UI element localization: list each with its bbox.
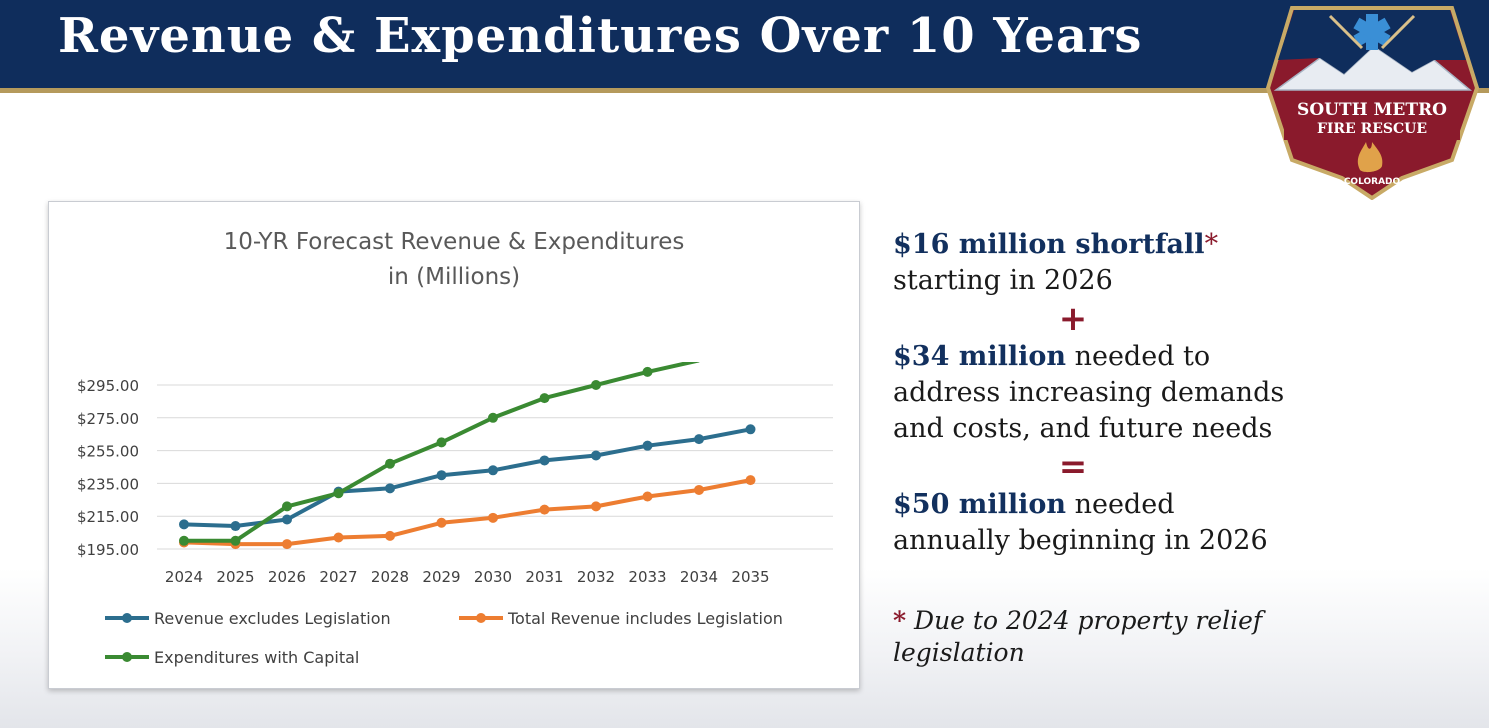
total-line: $50 million needed bbox=[893, 487, 1453, 523]
legend-label: Expenditures with Capital bbox=[154, 648, 359, 667]
chart-title: 10-YR Forecast Revenue & Expenditures bbox=[224, 229, 685, 255]
series-2-point bbox=[385, 530, 395, 541]
logo-text-line3: COLORADO bbox=[1344, 177, 1401, 187]
logo-banner bbox=[1284, 92, 1460, 140]
y-tick-label: $255.00 bbox=[77, 443, 139, 461]
total-amount: $50 million bbox=[893, 489, 1066, 520]
x-tick-label: 2031 bbox=[525, 568, 563, 586]
shortfall-line: $16 million shortfall* bbox=[893, 227, 1453, 263]
x-tick-label: 2029 bbox=[422, 568, 460, 586]
needs-text-1: needed to bbox=[1066, 341, 1211, 372]
x-tick-label: 2024 bbox=[165, 568, 203, 586]
y-tick-label: $235.00 bbox=[77, 475, 139, 493]
x-tick-label: 2033 bbox=[628, 568, 666, 586]
equals-sign: = bbox=[1058, 447, 1088, 487]
series-3-point bbox=[488, 412, 498, 423]
x-tick-label: 2026 bbox=[268, 568, 306, 586]
series-3-point bbox=[539, 393, 550, 404]
needs-text-3: and costs, and future needs bbox=[893, 413, 1273, 444]
needs-line: $34 million needed to bbox=[893, 339, 1453, 375]
series-3-point bbox=[179, 535, 189, 546]
x-tick-label: 2028 bbox=[371, 568, 409, 586]
series-1-point bbox=[179, 519, 189, 530]
x-tick-label: 2035 bbox=[731, 568, 769, 586]
page-title: Revenue & Expenditures Over 10 Years bbox=[58, 8, 1143, 64]
series-2-point bbox=[488, 512, 498, 523]
series-1-point bbox=[745, 424, 756, 435]
series-1-point bbox=[488, 465, 498, 476]
needs-text-2: address increasing demands bbox=[893, 377, 1285, 408]
series-3-point bbox=[282, 501, 292, 512]
series-2-point bbox=[694, 484, 704, 495]
axe-right-icon bbox=[1380, 14, 1416, 50]
logo-text-line1: SOUTH METRO bbox=[1297, 100, 1447, 120]
footnote-asterisk: * bbox=[893, 606, 907, 635]
shortfall-amount: $16 million shortfall bbox=[893, 229, 1205, 260]
series-1-point bbox=[694, 434, 704, 445]
axe-left-icon bbox=[1328, 14, 1364, 50]
series-2-point bbox=[333, 532, 344, 543]
legend-label: Total Revenue includes Legislation bbox=[507, 609, 783, 628]
shortfall-detail: starting in 2026 bbox=[893, 265, 1113, 296]
star-of-life-icon bbox=[1353, 14, 1391, 50]
series-2-point bbox=[282, 539, 292, 550]
series-1-point bbox=[539, 455, 550, 466]
series-3-point bbox=[230, 535, 241, 546]
flame-icon bbox=[1357, 142, 1383, 173]
series-1-point bbox=[230, 521, 241, 532]
series-line-2 bbox=[183, 478, 751, 547]
shortfall-asterisk: * bbox=[1204, 229, 1219, 260]
footnote-line2: legislation bbox=[893, 638, 1025, 667]
x-tick-label: 2027 bbox=[319, 568, 357, 586]
series-1-point bbox=[642, 440, 653, 451]
needs-amount: $34 million bbox=[893, 341, 1066, 372]
summary-panel: $16 million shortfall* starting in 2026 … bbox=[893, 227, 1453, 669]
series-2-point bbox=[539, 504, 550, 515]
legend-swatch-marker bbox=[122, 652, 132, 662]
footnote: * Due to 2024 property relief bbox=[893, 605, 1453, 637]
series-3-point bbox=[591, 380, 601, 390]
series-2-point bbox=[591, 501, 601, 512]
series-line-1 bbox=[183, 427, 751, 528]
series-1-point bbox=[436, 470, 447, 481]
y-tick-label: $275.00 bbox=[77, 410, 139, 428]
series-3-point bbox=[436, 437, 447, 448]
chart-card: 10-YR Forecast Revenue & Expenditures in… bbox=[48, 201, 860, 689]
series-2-point bbox=[436, 517, 447, 528]
legend-swatch-marker bbox=[476, 613, 486, 623]
total-text-2: annually beginning in 2026 bbox=[893, 525, 1268, 556]
series-3-point bbox=[333, 488, 344, 499]
logo-text-line2: FIRE RESCUE bbox=[1317, 121, 1427, 137]
y-tick-label: $215.00 bbox=[77, 508, 139, 526]
header-bar: Revenue & Expenditures Over 10 Years bbox=[0, 0, 1489, 93]
line-chart: 10-YR Forecast Revenue & Expenditures in… bbox=[77, 229, 833, 667]
series-1-point bbox=[282, 514, 292, 525]
series-1-point bbox=[591, 450, 601, 461]
legend-swatch-marker bbox=[122, 613, 132, 623]
series-3-point bbox=[642, 366, 653, 377]
x-tick-label: 2034 bbox=[680, 568, 718, 586]
y-tick-label: $195.00 bbox=[77, 541, 139, 559]
series-2-point bbox=[745, 475, 756, 486]
y-tick-label: $295.00 bbox=[77, 377, 139, 395]
series-1-point bbox=[385, 483, 395, 494]
x-tick-label: 2032 bbox=[577, 568, 615, 586]
chart-subtitle: in (Millions) bbox=[388, 264, 520, 290]
legend-label: Revenue excludes Legislation bbox=[154, 609, 391, 628]
series-3-point bbox=[385, 458, 395, 469]
plus-sign: + bbox=[1058, 299, 1088, 339]
x-tick-label: 2025 bbox=[216, 568, 254, 586]
south-metro-fire-rescue-logo: SOUTH METRO FIRE RESCUE COLORADO bbox=[1265, 6, 1480, 200]
series-2-point bbox=[642, 491, 653, 502]
total-text-1: needed bbox=[1066, 489, 1175, 520]
footnote-line1: Due to 2024 property relief bbox=[906, 606, 1263, 635]
x-tick-label: 2030 bbox=[474, 568, 512, 586]
